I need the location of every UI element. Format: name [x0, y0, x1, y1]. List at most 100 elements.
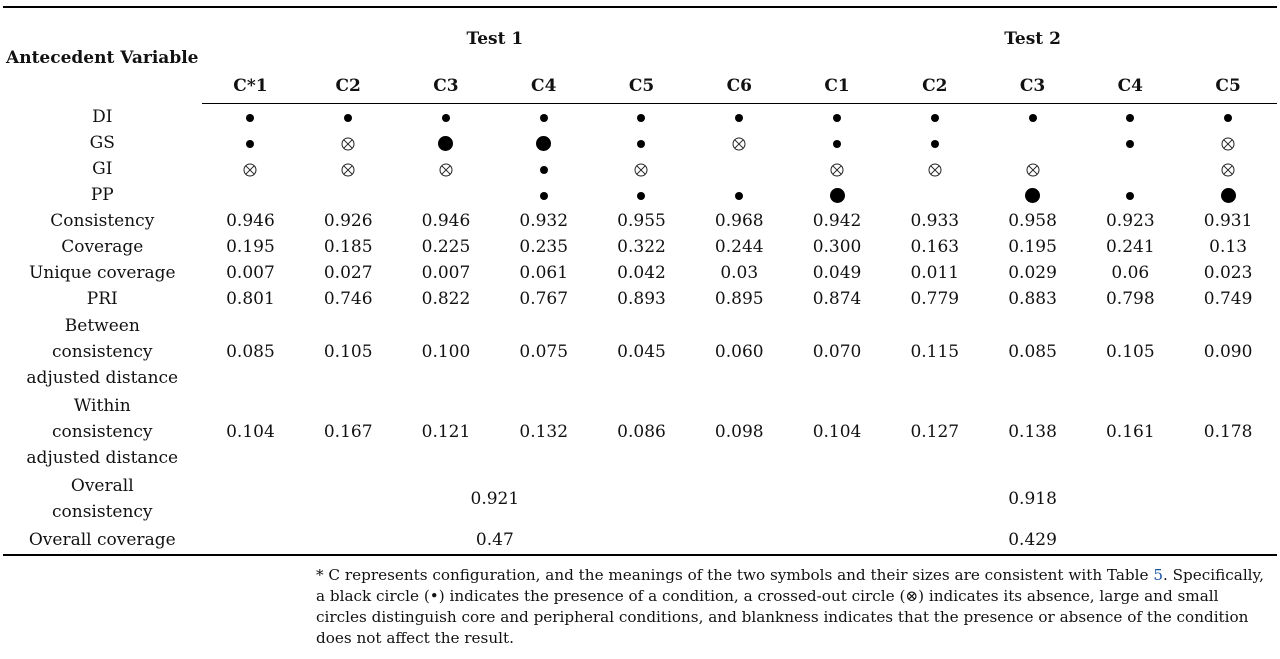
value-cell: 0.942 — [812, 211, 862, 231]
crossed-circle-icon — [341, 163, 355, 177]
value-cell: 0.115 — [910, 342, 960, 362]
metric-row: Unique coverage 0.007 0.027 0.007 0.061 0.042… — [3, 260, 1277, 286]
symbol-cell — [984, 104, 1082, 131]
value-cell: 0.121 — [421, 422, 471, 442]
crossed-circle-icon — [1221, 163, 1235, 177]
symbol-cell — [1179, 104, 1277, 131]
test1-overall-consistency: 0.921 — [470, 489, 520, 509]
small-circle-icon — [539, 191, 548, 200]
table-footnote: * C represents configuration, and the me… — [316, 565, 1271, 649]
small-circle-icon — [539, 165, 548, 174]
small-circle-icon — [930, 113, 939, 122]
symbol-cell — [690, 156, 788, 182]
table-reference-link[interactable]: 5 — [1153, 566, 1163, 584]
small-circle-icon — [1028, 113, 1037, 122]
value-cell: 0.138 — [1008, 422, 1057, 442]
symbol-cell — [690, 104, 788, 131]
overall-consistency-row: Overall consistency 0.921 0.918 — [3, 472, 1277, 526]
symbol-cell — [397, 104, 495, 131]
between-distance-row: Between consistency adjusted distance 0.085… — [3, 312, 1277, 392]
row-label-line: Within — [73, 396, 131, 416]
value-cell: 0.955 — [617, 211, 666, 231]
config-header: C6 — [690, 70, 789, 104]
row-label: PP — [90, 185, 114, 205]
value-cell: 0.13 — [1209, 237, 1248, 257]
large-circle-icon — [1220, 188, 1236, 203]
symbol-cell — [1081, 182, 1179, 208]
metric-row: Coverage 0.195 0.185 0.225 0.235 0.322 0.244 0.… — [3, 234, 1277, 260]
value-cell: 0.185 — [323, 237, 373, 257]
config-header: C5 — [592, 70, 691, 104]
value-cell: 0.070 — [812, 342, 862, 362]
symbol-row: DI — [3, 104, 1277, 131]
symbol-cell — [495, 104, 593, 131]
value-cell: 0.06 — [1111, 263, 1150, 283]
value-cell: 0.061 — [519, 263, 569, 283]
large-circle-icon — [536, 136, 552, 151]
value-cell: 0.090 — [1203, 342, 1253, 362]
symbol-cell — [690, 130, 788, 156]
small-circle-icon — [344, 113, 353, 122]
value-cell: 0.822 — [421, 289, 471, 309]
crossed-circle-icon — [1221, 137, 1235, 151]
symbol-cell — [299, 182, 397, 208]
row-label: Within consistency adjusted distance — [3, 392, 202, 472]
symbol-cell — [1179, 130, 1277, 156]
symbol-cell — [886, 156, 984, 182]
symbol-cell — [984, 130, 1082, 156]
crossed-circle-icon — [1026, 163, 1040, 177]
value-cell: 0.178 — [1203, 422, 1253, 442]
crossed-circle-icon — [634, 163, 648, 177]
symbol-cell — [984, 156, 1082, 182]
symbol-row: PP — [3, 182, 1277, 208]
config-header: C*1 — [201, 70, 300, 104]
symbol-cell — [593, 156, 691, 182]
value-cell: 0.075 — [519, 342, 569, 362]
value-cell: 0.100 — [421, 342, 471, 362]
value-cell: 0.007 — [421, 263, 471, 283]
value-cell: 0.023 — [1203, 263, 1253, 283]
value-cell: 0.029 — [1008, 263, 1057, 283]
value-cell: 0.127 — [910, 422, 960, 442]
within-distance-row: Within consistency adjusted distance 0.104 0… — [3, 392, 1277, 472]
row-label: PRI — [86, 289, 118, 309]
symbol-cell — [202, 130, 300, 156]
value-cell: 0.241 — [1105, 237, 1155, 257]
small-circle-icon — [246, 113, 255, 122]
symbol-row: GS — [3, 130, 1277, 156]
value-cell: 0.167 — [323, 422, 373, 442]
table-body: DI GS GI PP Consistency 0.946 0.926 0.946 0.932 0… — [3, 104, 1277, 556]
symbol-cell — [1081, 104, 1179, 131]
small-circle-icon — [637, 191, 646, 200]
value-cell: 0.195 — [1008, 237, 1057, 257]
symbol-cell — [886, 130, 984, 156]
small-circle-icon — [930, 139, 939, 148]
value-cell: 0.798 — [1105, 289, 1155, 309]
symbol-cell — [984, 182, 1082, 208]
value-cell: 0.801 — [226, 289, 275, 309]
small-circle-icon — [539, 113, 548, 122]
symbol-cell — [690, 182, 788, 208]
value-cell: 0.007 — [226, 263, 275, 283]
symbol-cell — [1179, 156, 1277, 182]
row-label: Coverage — [61, 237, 144, 257]
value-cell: 0.03 — [720, 263, 759, 283]
small-circle-icon — [246, 139, 255, 148]
config-header: C2 — [885, 70, 984, 104]
symbol-cell — [397, 182, 495, 208]
test2-overall-consistency: 0.918 — [1008, 489, 1057, 509]
test2-overall-coverage: 0.429 — [1008, 530, 1057, 550]
antecedent-variable-header: Antecedent Variable — [6, 48, 199, 69]
value-cell: 0.104 — [812, 422, 862, 442]
value-cell: 0.895 — [714, 289, 764, 309]
small-circle-icon — [1224, 113, 1233, 122]
symbol-cell — [397, 156, 495, 182]
symbol-cell — [788, 182, 886, 208]
symbol-cell — [202, 104, 300, 131]
value-cell: 0.893 — [617, 289, 666, 309]
crossed-circle-icon — [830, 163, 844, 177]
value-cell: 0.027 — [323, 263, 373, 283]
metric-row: Consistency 0.946 0.926 0.946 0.932 0.955 0.96… — [3, 208, 1277, 234]
small-circle-icon — [1126, 113, 1135, 122]
overall-coverage-row: Overall coverage 0.47 0.429 — [3, 526, 1277, 555]
